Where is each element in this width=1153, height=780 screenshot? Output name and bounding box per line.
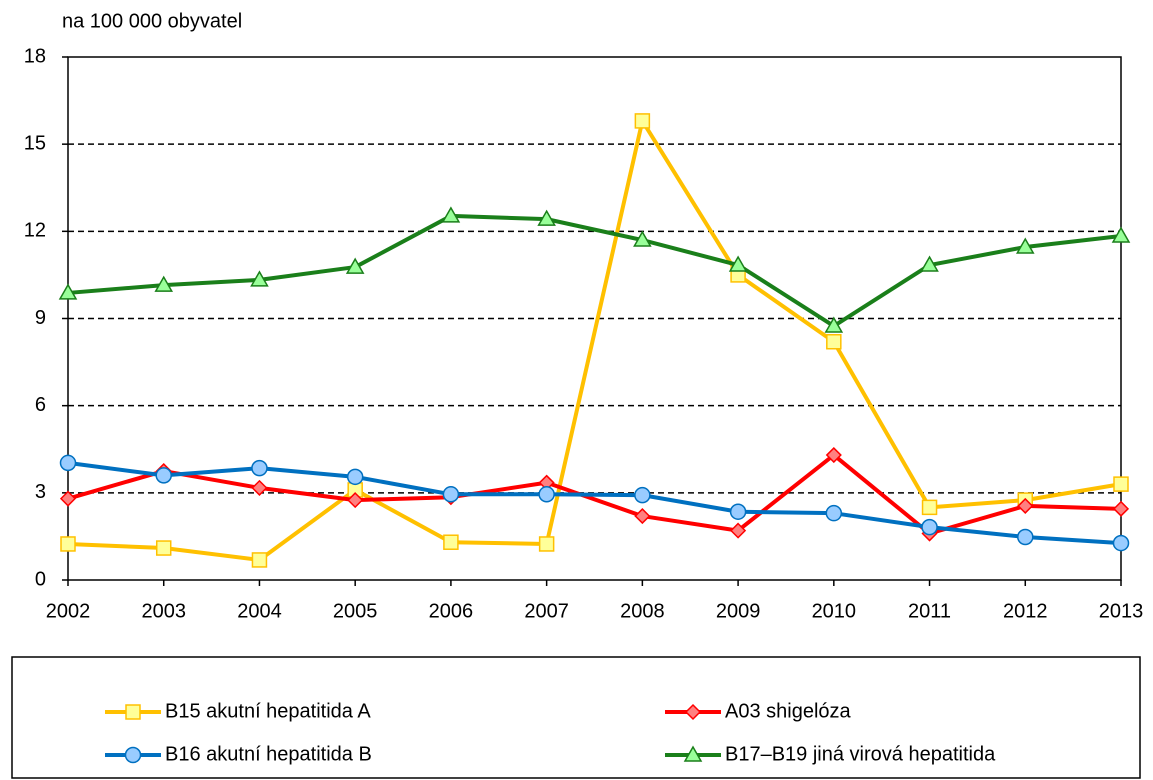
x-tick-label: 2007 bbox=[524, 600, 569, 622]
data-point bbox=[824, 316, 844, 333]
x-tick-label: 2012 bbox=[1003, 600, 1048, 622]
legend-marker bbox=[683, 745, 703, 762]
data-point bbox=[633, 230, 652, 247]
data-point bbox=[251, 479, 268, 496]
data-point bbox=[730, 522, 747, 539]
data-point bbox=[155, 540, 172, 556]
data-point bbox=[155, 467, 172, 484]
data-point bbox=[920, 255, 939, 272]
x-tick-label: 2006 bbox=[429, 600, 474, 622]
data-point bbox=[538, 536, 555, 552]
data-point bbox=[1017, 528, 1034, 546]
data-point bbox=[634, 508, 651, 525]
y-tick-label: 9 bbox=[35, 307, 46, 329]
data-point bbox=[538, 486, 555, 503]
data-point bbox=[250, 270, 269, 287]
data-point bbox=[1112, 500, 1130, 517]
x-tick-label: 2003 bbox=[141, 600, 186, 622]
data-point bbox=[154, 275, 174, 292]
data-point bbox=[921, 518, 938, 536]
x-tick-label: 2009 bbox=[716, 600, 761, 622]
legend-label: B16 akutní hepatitida B bbox=[165, 743, 372, 765]
y-tick-label: 3 bbox=[35, 481, 46, 503]
data-point bbox=[1015, 237, 1035, 254]
series-line bbox=[67, 118, 1122, 562]
data-point bbox=[537, 209, 556, 226]
x-tick-label: 2013 bbox=[1099, 600, 1144, 622]
x-tick-label: 2004 bbox=[237, 600, 282, 622]
x-tick-label: 2005 bbox=[333, 600, 378, 622]
plot-frame bbox=[67, 56, 1122, 581]
data-point bbox=[1112, 534, 1130, 552]
x-tick-label: 2002 bbox=[46, 600, 91, 622]
data-point bbox=[634, 486, 651, 504]
data-point bbox=[443, 534, 459, 550]
y-tick-label: 0 bbox=[35, 568, 46, 590]
data-point bbox=[1113, 476, 1129, 492]
data-point bbox=[442, 486, 460, 503]
data-point bbox=[251, 552, 268, 568]
data-point bbox=[826, 333, 842, 350]
y-tick-label: 12 bbox=[24, 220, 46, 242]
data-point bbox=[345, 257, 365, 274]
data-point bbox=[347, 492, 364, 509]
data-point bbox=[729, 503, 747, 520]
series-line bbox=[67, 460, 1122, 546]
legend-marker bbox=[125, 704, 141, 720]
legend-label: A03 shigelóza bbox=[725, 700, 852, 722]
data-point bbox=[58, 283, 78, 300]
data-point bbox=[346, 468, 364, 486]
y-axis-label: na 100 000 obyvatel bbox=[62, 10, 242, 32]
data-point bbox=[59, 454, 77, 472]
data-point bbox=[60, 536, 76, 552]
data-point bbox=[634, 113, 651, 129]
x-tick-label: 2010 bbox=[812, 600, 857, 622]
legend-label: B15 akutní hepatitida A bbox=[165, 700, 371, 722]
legend-marker bbox=[684, 703, 702, 721]
data-point bbox=[728, 255, 748, 272]
x-tick-label: 2011 bbox=[908, 600, 951, 622]
y-tick-label: 18 bbox=[24, 45, 46, 67]
y-tick-label: 15 bbox=[24, 132, 46, 154]
legend-label: B17–B19 jiná virová hepatitida bbox=[725, 743, 996, 765]
legend-box bbox=[11, 656, 1141, 779]
data-point bbox=[825, 447, 842, 464]
series-line bbox=[67, 213, 1122, 329]
y-tick-label: 6 bbox=[35, 394, 46, 416]
data-point bbox=[921, 499, 938, 516]
data-point bbox=[59, 490, 77, 507]
data-point bbox=[825, 504, 843, 522]
data-point bbox=[251, 459, 268, 477]
legend-marker bbox=[124, 746, 142, 764]
data-point bbox=[1111, 226, 1131, 243]
x-tick-label: 2008 bbox=[620, 600, 665, 622]
data-point bbox=[441, 206, 461, 223]
data-point bbox=[1017, 497, 1034, 514]
